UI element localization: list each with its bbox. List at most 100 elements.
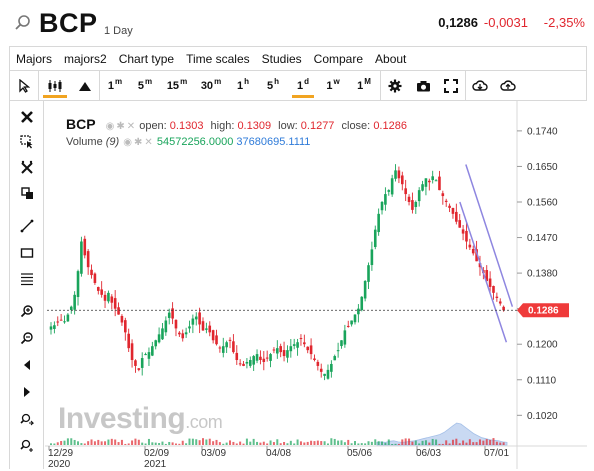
zoom-in-right-icon[interactable]: [16, 408, 38, 430]
zoom-out-icon[interactable]: [16, 327, 38, 349]
menu-time-scales[interactable]: Time scales: [186, 51, 250, 66]
menu-majors[interactable]: Majors: [16, 51, 53, 66]
candle-body: [205, 328, 208, 330]
volume-bar: [63, 440, 66, 445]
volume-bar: [377, 441, 380, 445]
settings-icon[interactable]: ✱: [116, 121, 125, 132]
candle-body: [346, 325, 350, 327]
volume-bar: [313, 441, 316, 445]
volume-legend: Volume (9) ◉ ✱ ✕ 54572256.0000 37680695.11…: [66, 136, 310, 148]
symbol-title: BCP: [39, 8, 98, 38]
timeframe-30m[interactable]: 30 m: [200, 77, 222, 92]
candle-body: [211, 330, 215, 341]
menu-chart-type[interactable]: Chart type: [118, 51, 175, 66]
candle-body: [367, 265, 370, 282]
volume-bar: [424, 440, 427, 445]
chart-canvas[interactable]: 0.17400.16500.15600.14700.13800.12900.12…: [45, 101, 587, 470]
candle-body: [259, 356, 262, 361]
volume-bar: [120, 439, 123, 445]
x-tick-label: 12/29: [48, 448, 73, 459]
menu-about[interactable]: About: [375, 51, 407, 66]
area-chart-icon[interactable]: [71, 71, 99, 100]
reset-zoom-icon[interactable]: [16, 434, 38, 456]
camera-icon[interactable]: [409, 71, 437, 100]
candle-body: [444, 200, 448, 202]
candle-body: [471, 248, 475, 254]
volume-bar: [330, 438, 333, 445]
volume-bar: [164, 443, 167, 445]
candle-body: [289, 346, 293, 352]
volume-bar: [266, 443, 269, 445]
volume-bar: [137, 439, 140, 445]
remove-icon[interactable]: ✕: [144, 137, 153, 148]
candle-body: [144, 354, 147, 356]
y-tick-label: 0.1380: [527, 269, 558, 280]
copy-icon[interactable]: [16, 182, 38, 204]
scroll-left-icon[interactable]: [16, 354, 38, 376]
volume-bar: [289, 440, 292, 445]
candle-body: [323, 373, 326, 376]
candle-body: [228, 339, 232, 341]
fibonacci-icon[interactable]: [16, 268, 38, 290]
candle-body: [299, 338, 303, 340]
volume-bar: [293, 443, 296, 445]
high-label: high:: [210, 120, 235, 132]
eye-icon[interactable]: ◉: [123, 137, 133, 148]
volume-bar: [411, 441, 414, 445]
timeframe-15m[interactable]: 15 m: [166, 77, 188, 92]
volume-bar: [151, 442, 154, 445]
candle-body: [502, 306, 505, 311]
zoom-in-icon[interactable]: [16, 300, 38, 322]
rectangle-icon[interactable]: [16, 242, 38, 264]
scroll-right-icon[interactable]: [16, 381, 38, 403]
candle-body: [117, 307, 120, 315]
quote-header: BCP 1 Day 0,1286 -0,0031 -2,35%: [0, 0, 594, 44]
cursor-icon[interactable]: [10, 71, 38, 100]
close-icon[interactable]: [16, 106, 38, 128]
menu-compare[interactable]: Compare: [313, 51, 364, 66]
volume-bar: [205, 439, 208, 445]
volume-bar: [428, 442, 431, 445]
price-chart[interactable]: 0.17400.16500.15600.14700.13800.12900.12…: [45, 101, 587, 470]
y-tick-label: 0.1200: [527, 340, 558, 351]
volume-bar: [272, 442, 275, 445]
candle-body: [279, 346, 282, 353]
search-icon[interactable]: [14, 14, 32, 32]
candlestick-chart-icon[interactable]: [39, 71, 71, 100]
high-value: 0.1309: [237, 120, 272, 132]
volume-bar: [222, 443, 225, 445]
candle-body: [319, 368, 323, 372]
candle-body: [96, 287, 100, 291]
eye-icon[interactable]: ◉: [105, 121, 115, 132]
settings-gear-icon[interactable]: [381, 71, 409, 100]
volume-bar: [381, 441, 384, 445]
cloud-download-icon[interactable]: [466, 71, 494, 100]
menu-majors2[interactable]: majors2: [64, 51, 107, 66]
candle-body: [306, 346, 310, 351]
menu-studies[interactable]: Studies: [261, 51, 302, 66]
cloud-upload-icon[interactable]: [494, 71, 522, 100]
volume-bar: [171, 442, 174, 445]
candle-body: [316, 361, 320, 366]
candle-body: [485, 269, 489, 281]
volume-bar: [367, 441, 370, 445]
trendline-icon[interactable]: [16, 215, 38, 237]
volume-bar: [87, 441, 90, 445]
delete-drawings-icon[interactable]: [16, 156, 38, 178]
remove-icon[interactable]: ✕: [126, 121, 136, 132]
fullscreen-icon[interactable]: [437, 71, 465, 100]
candle-body: [441, 193, 445, 197]
volume-bar: [53, 443, 56, 445]
candle-body: [66, 314, 70, 322]
candle-body: [188, 326, 191, 329]
settings-icon[interactable]: ✱: [134, 137, 143, 148]
volume-bar: [326, 443, 329, 445]
select-drawing-icon[interactable]: [16, 131, 38, 153]
